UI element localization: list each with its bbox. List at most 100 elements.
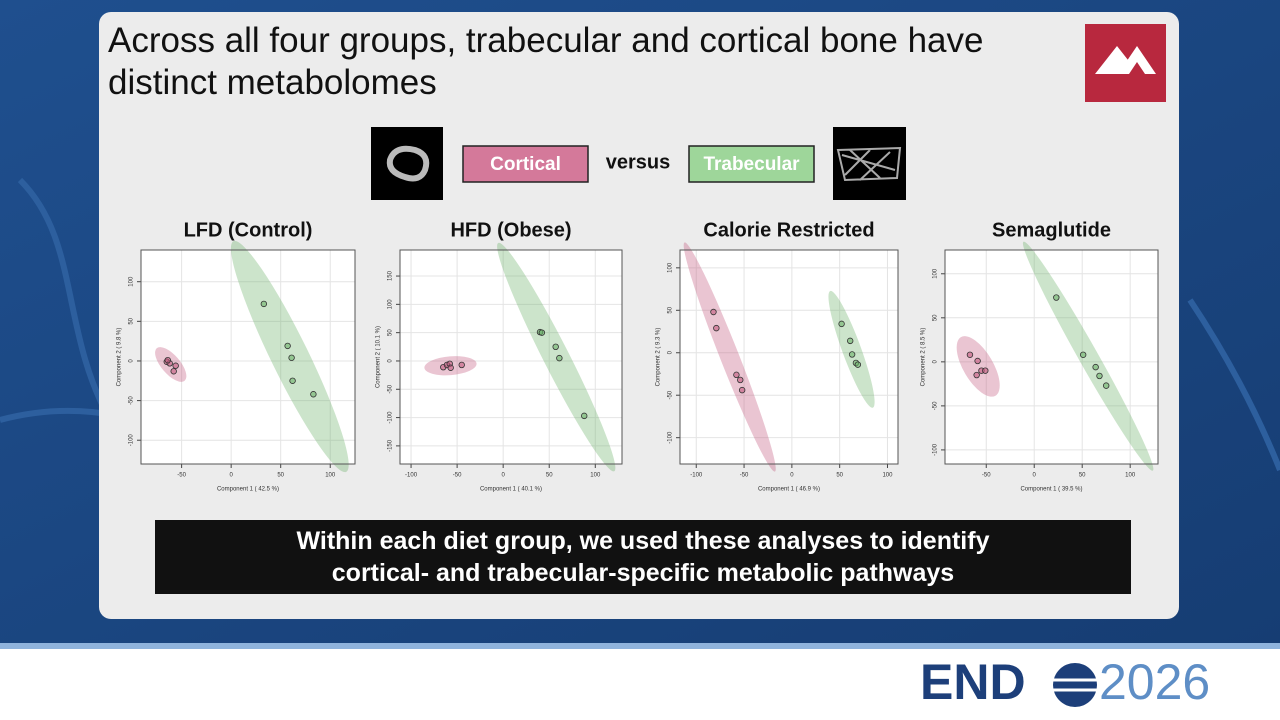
point bbox=[284, 342, 291, 350]
confidence-ellipse bbox=[683, 242, 776, 472]
x-tick-label: -50 bbox=[740, 473, 749, 479]
brand-globe bbox=[1053, 663, 1097, 707]
chart-title: HFD (Obese) bbox=[450, 219, 571, 241]
point bbox=[447, 364, 454, 371]
y-tick-label: 50 bbox=[668, 306, 674, 313]
legend-label: Trabecular bbox=[703, 154, 800, 175]
x-tick-label: 0 bbox=[1033, 473, 1037, 479]
point bbox=[1092, 363, 1099, 371]
plot-area bbox=[945, 250, 1158, 464]
x-tick-label: 0 bbox=[229, 473, 233, 479]
legend-label: Cortical bbox=[490, 154, 561, 175]
banner: Within each diet group, we used these an… bbox=[155, 520, 1131, 594]
slide-card bbox=[99, 12, 1179, 619]
legend-box bbox=[688, 145, 815, 183]
point bbox=[288, 354, 295, 361]
y-axis-label: Component 2 ( 8.5 %) bbox=[921, 328, 927, 387]
x-tick-label: 50 bbox=[277, 473, 284, 479]
y-tick-label: 50 bbox=[388, 329, 394, 336]
point bbox=[172, 362, 179, 369]
chart-title: LFD (Control) bbox=[184, 219, 313, 241]
x-tick-label: 100 bbox=[590, 473, 601, 479]
y-tick-label: 100 bbox=[388, 299, 394, 310]
point bbox=[458, 361, 465, 369]
point bbox=[1102, 382, 1110, 389]
y-tick-label: -100 bbox=[668, 431, 674, 444]
y-tick-label: -100 bbox=[129, 434, 135, 447]
point bbox=[737, 376, 744, 384]
x-tick-label: -50 bbox=[453, 473, 462, 479]
plot-frame bbox=[140, 249, 356, 465]
point bbox=[846, 337, 854, 345]
x-tick-label: -100 bbox=[405, 473, 418, 479]
x-tick-label: 50 bbox=[836, 473, 843, 479]
point bbox=[713, 324, 720, 332]
point bbox=[974, 357, 981, 365]
plot-area bbox=[141, 250, 355, 464]
y-tick-label: 0 bbox=[933, 360, 939, 364]
y-tick-label: -50 bbox=[933, 401, 939, 410]
x-axis-label: Component 1 ( 46.9 %) bbox=[758, 487, 820, 493]
point bbox=[164, 356, 171, 364]
chart-title: Semaglutide bbox=[992, 219, 1111, 241]
point bbox=[1053, 294, 1060, 301]
logo-mark bbox=[1095, 46, 1156, 74]
point bbox=[1079, 351, 1087, 358]
y-axis-label: Component 2 ( 9.8 %) bbox=[117, 328, 123, 387]
y-tick-label: -50 bbox=[129, 396, 135, 405]
y-tick-label: 100 bbox=[668, 262, 674, 273]
y-tick-label: 100 bbox=[129, 276, 135, 287]
x-tick-label: -50 bbox=[177, 473, 186, 479]
point bbox=[848, 351, 856, 358]
point bbox=[289, 377, 296, 384]
x-tick-label: 100 bbox=[1125, 473, 1136, 479]
point bbox=[538, 329, 546, 336]
plot-frame bbox=[944, 249, 1159, 465]
brand-end: END bbox=[920, 654, 1026, 710]
point bbox=[260, 300, 268, 308]
y-tick-label: 50 bbox=[933, 314, 939, 321]
x-tick-label: -100 bbox=[690, 473, 703, 479]
x-tick-label: 100 bbox=[882, 473, 893, 479]
y-tick-label: -50 bbox=[668, 390, 674, 399]
point bbox=[310, 391, 317, 398]
point bbox=[973, 371, 980, 379]
plot-frame bbox=[679, 249, 899, 465]
confidence-ellipse bbox=[828, 290, 875, 408]
point bbox=[552, 343, 559, 351]
banner-line: Within each diet group, we used these an… bbox=[296, 527, 990, 555]
x-tick-label: 50 bbox=[546, 473, 553, 479]
point bbox=[738, 386, 746, 394]
confidence-ellipse bbox=[956, 336, 1000, 397]
point bbox=[838, 320, 845, 328]
trabecular-mesh bbox=[836, 146, 902, 182]
plot-frame bbox=[399, 249, 623, 465]
y-tick-label: -50 bbox=[388, 384, 394, 393]
plot-area bbox=[400, 250, 622, 464]
point bbox=[581, 412, 588, 420]
y-axis-label: Component 2 ( 10.1 %) bbox=[376, 326, 382, 388]
y-axis-label: Component 2 ( 9.3 %) bbox=[656, 328, 662, 387]
x-tick-label: 50 bbox=[1079, 473, 1086, 479]
plot-area bbox=[680, 250, 898, 464]
y-tick-label: 150 bbox=[388, 270, 394, 281]
y-tick-label: -100 bbox=[933, 443, 939, 456]
point bbox=[710, 308, 717, 316]
point bbox=[556, 354, 563, 362]
stripe bbox=[0, 643, 1280, 649]
y-tick-label: 0 bbox=[668, 350, 674, 354]
y-tick-label: -150 bbox=[388, 439, 394, 452]
y-tick-label: 0 bbox=[129, 359, 135, 363]
x-tick-label: 0 bbox=[501, 473, 505, 479]
versus: versus bbox=[606, 151, 671, 173]
y-tick-label: 100 bbox=[933, 268, 939, 279]
x-tick-label: 100 bbox=[325, 473, 336, 479]
banner-line: cortical- and trabecular-specific metabo… bbox=[331, 559, 955, 587]
x-tick-label: -50 bbox=[982, 473, 991, 479]
x-axis-label: Component 1 ( 40.1 %) bbox=[480, 487, 542, 493]
cortical-ring bbox=[386, 145, 430, 182]
x-axis-label: Component 1 ( 39.5 %) bbox=[1020, 487, 1082, 493]
legend-box bbox=[462, 145, 589, 183]
